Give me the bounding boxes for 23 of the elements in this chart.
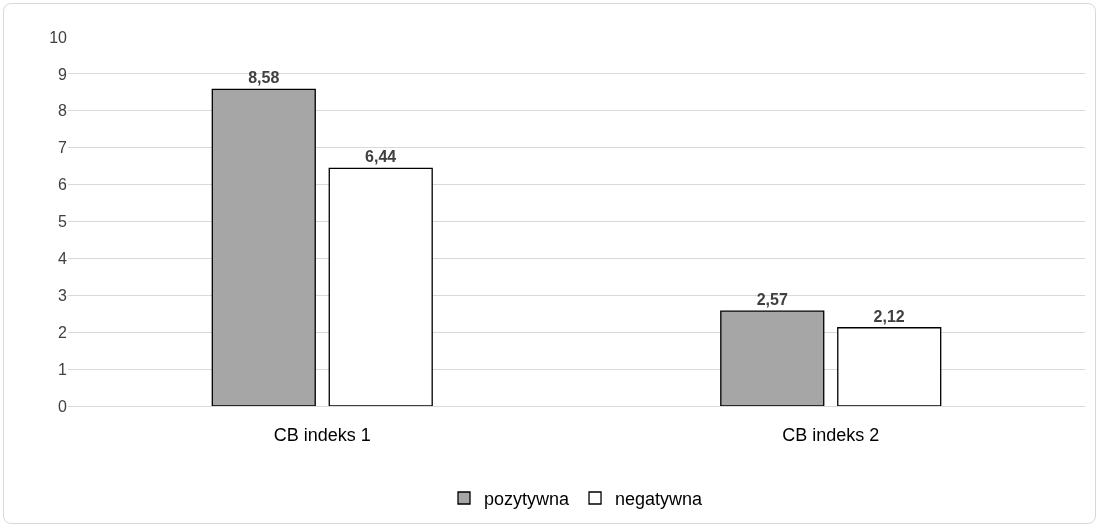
data-label: 8,58 xyxy=(248,69,280,87)
y-tick-label: 7 xyxy=(58,139,68,157)
data-label: 6,44 xyxy=(365,148,397,166)
y-tick-label: 8 xyxy=(58,102,68,120)
bar xyxy=(328,167,433,406)
x-tick-label: CB indeks 1 xyxy=(273,424,371,445)
y-tick-label: 6 xyxy=(58,176,68,194)
bar xyxy=(211,88,316,406)
y-tick-label: 0 xyxy=(58,397,68,415)
legend-label: negatywna xyxy=(615,489,704,510)
legend-label: pozytywna xyxy=(484,489,571,510)
data-label: 2,57 xyxy=(756,291,788,309)
y-tick-label: 1 xyxy=(58,360,68,378)
y-tick-label: 5 xyxy=(58,213,68,231)
y-tick-label: 9 xyxy=(58,65,68,83)
bar xyxy=(837,327,942,406)
x-tick-label: CB indeks 2 xyxy=(782,424,880,445)
bar xyxy=(720,310,825,406)
y-tick-label: 10 xyxy=(49,28,68,46)
y-tick-label: 3 xyxy=(58,286,68,304)
y-tick-label: 2 xyxy=(58,323,68,341)
data-label: 2,12 xyxy=(873,307,905,325)
y-tick-label: 4 xyxy=(58,250,68,267)
